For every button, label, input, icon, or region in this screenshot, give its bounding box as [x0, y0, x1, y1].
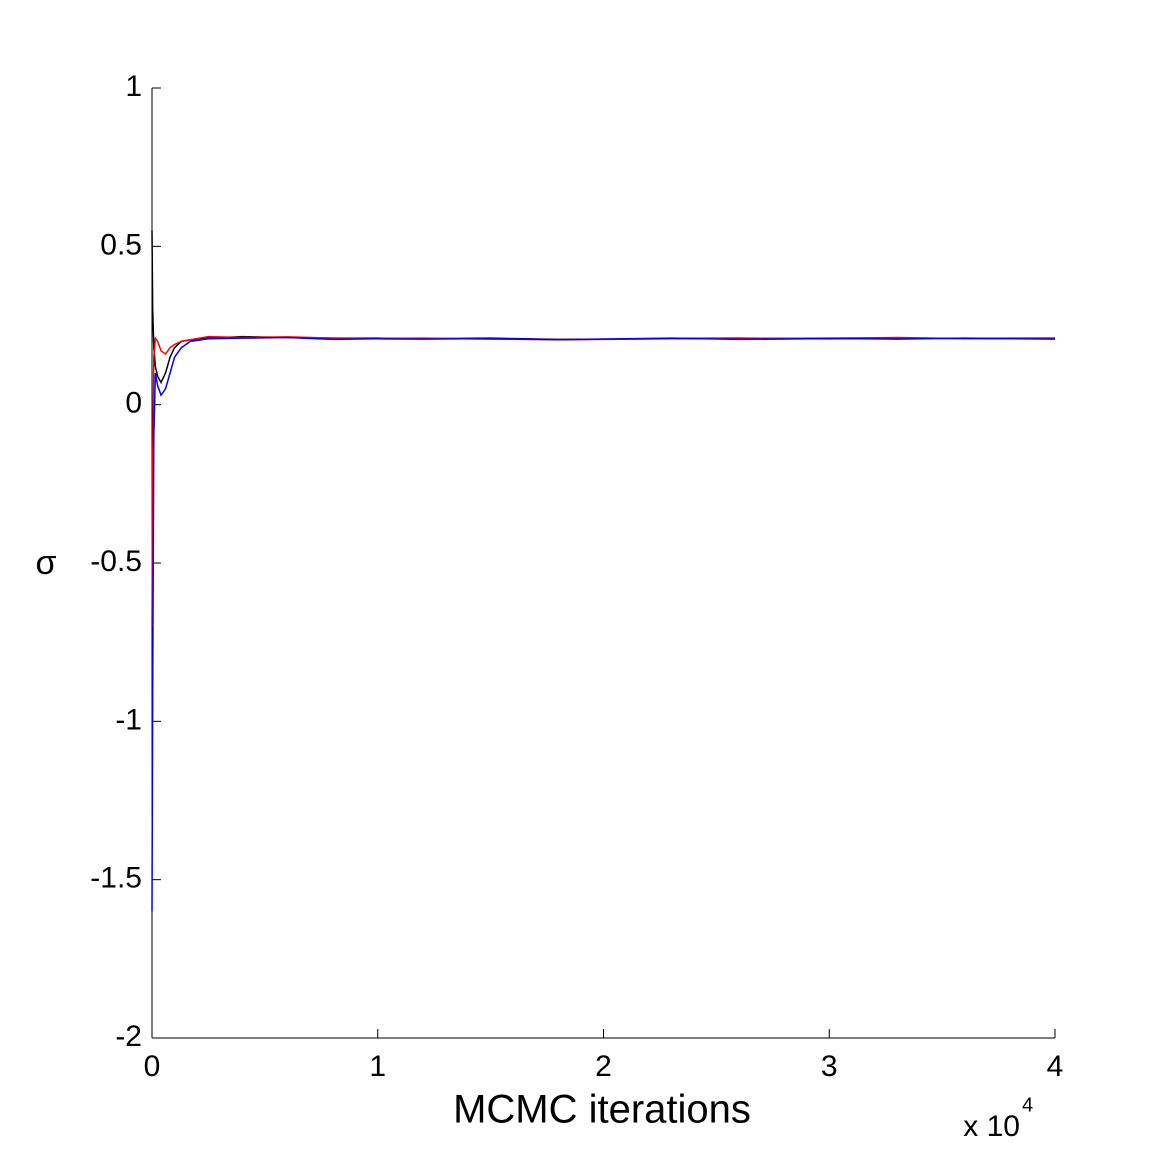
y-tick-label: 0	[125, 387, 142, 420]
y-tick-label: -2	[115, 1020, 142, 1053]
x-tick-label: 2	[595, 1050, 612, 1083]
x-multiplier: x 10	[963, 1110, 1020, 1143]
x-tick-label: 1	[369, 1050, 386, 1083]
x-tick-label: 0	[144, 1050, 161, 1083]
y-tick-label: 1	[125, 70, 142, 103]
x-multiplier-exponent: 4	[1022, 1094, 1033, 1116]
data-line	[151, 336, 1056, 912]
y-axis-label: σ	[36, 544, 57, 582]
y-tick-label: -0.5	[90, 545, 142, 578]
data-line	[151, 230, 1056, 385]
x-tick-label: 3	[821, 1050, 838, 1083]
y-tick-label: -1	[115, 703, 142, 736]
x-axis-label: MCMC iterations	[453, 1088, 751, 1132]
data-line	[151, 335, 1056, 627]
y-tick-label: -1.5	[90, 862, 142, 895]
x-tick-label: 4	[1047, 1050, 1064, 1083]
y-tick-label: 0.5	[100, 228, 142, 261]
